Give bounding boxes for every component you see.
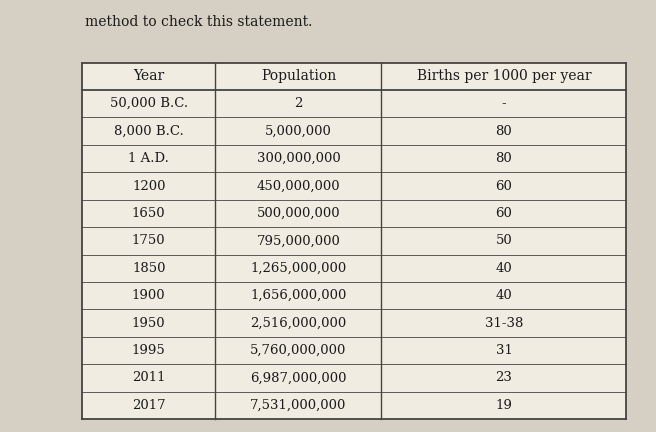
Text: 6,987,000,000: 6,987,000,000 — [250, 372, 346, 384]
Text: Population: Population — [261, 70, 336, 83]
Text: 450,000,000: 450,000,000 — [256, 180, 340, 193]
Text: 19: 19 — [495, 399, 512, 412]
Text: 50: 50 — [495, 234, 512, 248]
Text: 500,000,000: 500,000,000 — [256, 207, 340, 220]
Text: 1,265,000,000: 1,265,000,000 — [251, 262, 346, 275]
Text: 7,531,000,000: 7,531,000,000 — [250, 399, 346, 412]
Text: 2017: 2017 — [132, 399, 165, 412]
Text: 60: 60 — [495, 207, 512, 220]
Text: 31: 31 — [495, 344, 512, 357]
Text: -: - — [502, 97, 506, 110]
Text: 2: 2 — [295, 97, 302, 110]
Text: 1,656,000,000: 1,656,000,000 — [250, 289, 346, 302]
Text: 1900: 1900 — [132, 289, 165, 302]
Text: 5,000,000: 5,000,000 — [265, 125, 332, 138]
Text: 1850: 1850 — [132, 262, 165, 275]
Text: 300,000,000: 300,000,000 — [256, 152, 340, 165]
Text: 1995: 1995 — [132, 344, 165, 357]
Text: 1650: 1650 — [132, 207, 165, 220]
Text: 8,000 B.C.: 8,000 B.C. — [114, 125, 184, 138]
Text: 2,516,000,000: 2,516,000,000 — [251, 317, 346, 330]
Text: 40: 40 — [495, 262, 512, 275]
Text: Year: Year — [133, 70, 164, 83]
Text: 80: 80 — [495, 125, 512, 138]
Text: 80: 80 — [495, 152, 512, 165]
Text: 2011: 2011 — [132, 372, 165, 384]
Text: 1750: 1750 — [132, 234, 165, 248]
Text: 1 A.D.: 1 A.D. — [129, 152, 169, 165]
Text: 5,760,000,000: 5,760,000,000 — [250, 344, 346, 357]
Text: 1950: 1950 — [132, 317, 165, 330]
Text: 40: 40 — [495, 289, 512, 302]
Text: 31-38: 31-38 — [485, 317, 523, 330]
Text: method to check this statement.: method to check this statement. — [85, 15, 313, 29]
Bar — [82, 63, 626, 419]
Text: 60: 60 — [495, 180, 512, 193]
Text: 795,000,000: 795,000,000 — [256, 234, 340, 248]
Text: Births per 1000 per year: Births per 1000 per year — [417, 70, 591, 83]
Text: 1200: 1200 — [132, 180, 165, 193]
Text: 50,000 B.C.: 50,000 B.C. — [110, 97, 188, 110]
Text: 23: 23 — [495, 372, 512, 384]
